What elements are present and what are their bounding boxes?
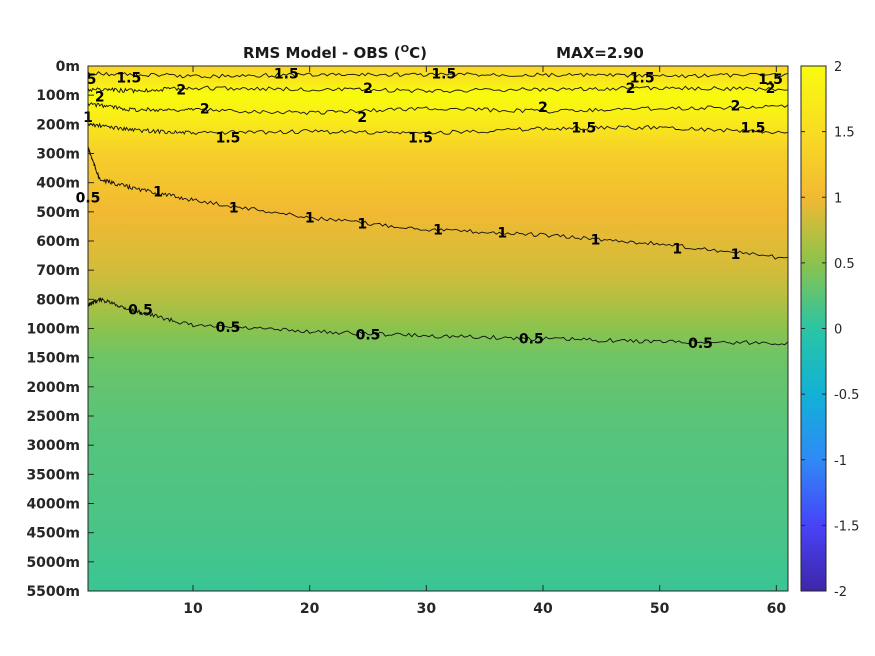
y-tick-label: 4500m <box>26 526 80 542</box>
contour-label: 1.5 <box>116 71 141 87</box>
colorbar-tick-label: -1.5 <box>834 519 859 534</box>
colorbar-ticks: 2 1.5 1 0.5 0 -0.5 -1 -1.5 -2 <box>801 60 859 600</box>
x-tick-label: 50 <box>650 601 670 617</box>
contour-label: 0.5 <box>356 327 381 343</box>
contour-labels: 0.50.5 0.5 0.5 0.50.5 111 1 1 1 11 111.5 1.51.5 1.5… <box>76 66 783 352</box>
y-tick-label: 1000m <box>26 322 80 338</box>
contour-label: 0.5 <box>216 320 241 336</box>
x-tick-label: 10 <box>183 601 203 617</box>
contour-line-1 <box>88 147 788 260</box>
contour-label: 0.5 <box>688 336 713 352</box>
contour-label: 1 <box>433 222 443 238</box>
x-tick-label: 20 <box>300 601 320 617</box>
y-tick-label: 100m <box>36 88 80 104</box>
contour-label: 1.5 <box>408 131 433 147</box>
contour-label: 1 <box>229 201 239 217</box>
y-tick-label: 300m <box>36 147 80 163</box>
contour-label: 2 <box>95 90 105 106</box>
colorbar-tick-label: -2 <box>834 585 847 600</box>
x-tick-label: 30 <box>417 601 437 617</box>
contour-line-2 <box>88 102 788 116</box>
y-tick-label: 3500m <box>26 467 80 483</box>
y-tick-label: 5000m <box>26 555 80 571</box>
y-tick-label: 5500m <box>26 584 80 600</box>
contour-label: 1 <box>153 184 163 200</box>
contour-lines <box>88 71 788 346</box>
colorbar-tick-label: 1.5 <box>834 126 855 141</box>
plot-area <box>88 66 788 591</box>
contour-label: 2 <box>766 81 776 97</box>
colorbar-tick-label: 2 <box>834 60 842 75</box>
chart-title: RMS Model - OBS (OC) <box>243 44 427 62</box>
contour-label: 2 <box>176 82 186 98</box>
x-tick-label: 60 <box>767 601 787 617</box>
contour-label: 1 <box>305 211 315 227</box>
x-axis: 10 20 30 40 50 60 <box>183 66 786 617</box>
y-axis: 0m 100m 200m 300m 400m 500m 600m 700m 800m 1000m 1… <box>26 59 94 600</box>
y-tick-label: 2500m <box>26 409 80 425</box>
contour-label: 1.5 <box>758 72 783 88</box>
contour-label: 1.5 <box>274 66 299 82</box>
x-tick-label: 40 <box>533 601 553 617</box>
colorbar-tick-label: -0.5 <box>834 388 859 403</box>
contour-label: 1.5 <box>741 120 766 136</box>
contour-label: 1.5 <box>216 131 241 147</box>
contour-label: 2 <box>626 81 636 97</box>
contour-label: 2 <box>200 101 210 117</box>
y-tick-label: 800m <box>36 292 80 308</box>
contour-label: 1 <box>591 233 601 249</box>
contour-label: 2 <box>538 100 548 116</box>
y-tick-label: 700m <box>36 263 80 279</box>
contour-label: 2 <box>357 110 367 126</box>
contour-label: 0.5 <box>519 332 544 348</box>
contour-line-1.5 <box>88 122 788 135</box>
contour-label: 2 <box>731 98 741 114</box>
contour-label: 1.5 <box>630 71 655 87</box>
contour-line-1.5 <box>88 71 788 79</box>
y-tick-label: 1500m <box>26 351 80 367</box>
contour-label: 1 <box>731 247 741 263</box>
contour-label: 2 <box>363 81 373 97</box>
contour-label: 1 <box>357 217 367 233</box>
y-tick-label: 600m <box>36 234 80 250</box>
contour-label: 0.5 <box>128 303 153 319</box>
y-tick-label: 400m <box>36 176 80 192</box>
y-tick-label: 3000m <box>26 438 80 454</box>
contour-label: 1 <box>497 225 507 241</box>
contour-label: 1.5 <box>431 66 456 82</box>
max-value-label: MAX=2.90 <box>556 44 644 62</box>
contour-line-2 <box>88 85 788 94</box>
contour-label: 1.5 <box>571 120 596 136</box>
y-tick-label: 2000m <box>26 380 80 396</box>
contour-label: 1 <box>672 241 682 257</box>
y-tick-label: 500m <box>36 205 80 221</box>
contour-label: 5 <box>87 72 97 88</box>
contour-line-0.5 <box>88 297 788 346</box>
y-tick-label: 200m <box>36 117 80 133</box>
y-tick-label: 4000m <box>26 497 80 513</box>
colorbar-tick-label: 0.5 <box>834 257 855 272</box>
colorbar-tick-label: 0 <box>834 323 842 338</box>
y-tick-label: 0m <box>56 59 80 75</box>
colorbar-tick-label: 1 <box>834 191 842 206</box>
colorbar-tick-label: -1 <box>834 454 847 469</box>
